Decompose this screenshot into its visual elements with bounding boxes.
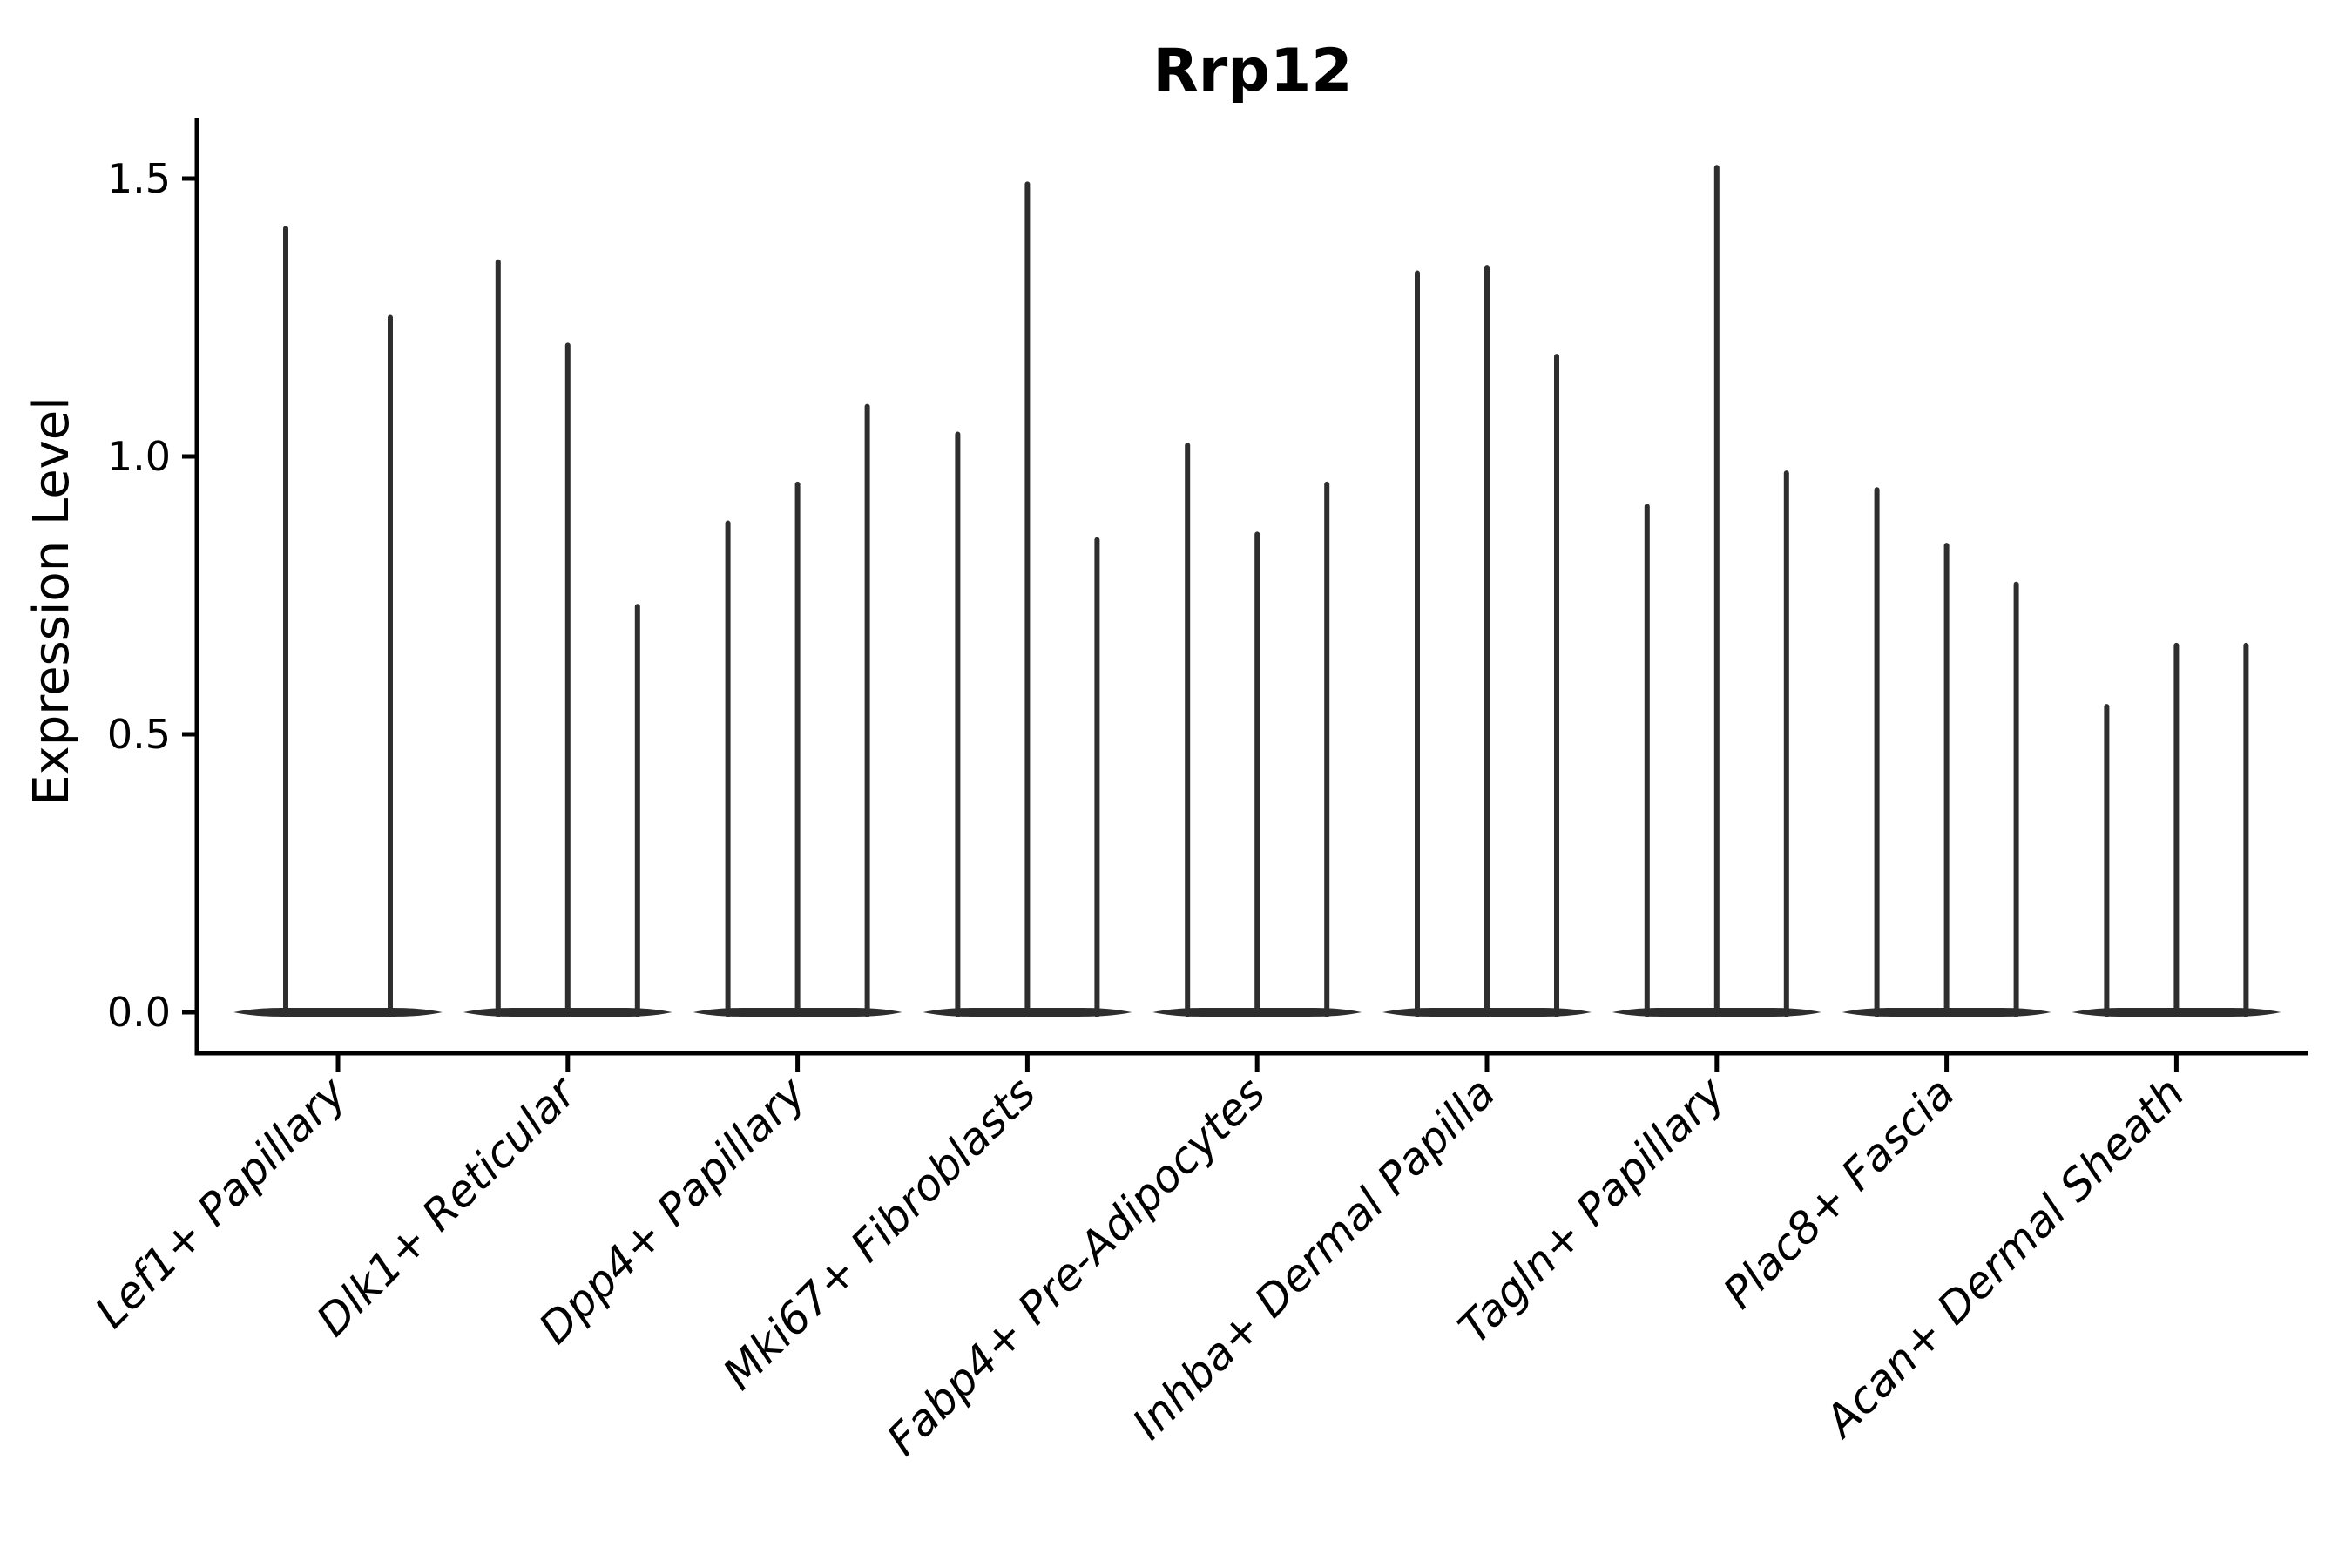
y-axis-label: Expression Level — [24, 396, 80, 806]
y-tick-label: 0.0 — [107, 989, 171, 1036]
x-tick-label: Inhba+ Dermal Papilla — [1123, 1067, 1504, 1449]
x-tick-label: Lef1+ Papillary — [85, 1066, 356, 1337]
x-tick-label: Fabp4+ Pre-Adipocytes — [877, 1067, 1275, 1465]
violins-layer — [233, 165, 2281, 1017]
y-tick-label: 1.0 — [107, 433, 171, 480]
x-tick-label: Plac8+ Fascia — [1713, 1067, 1964, 1318]
chart-title: Rrp12 — [1152, 37, 1352, 105]
y-tick-label: 0.5 — [107, 711, 171, 758]
y-ticks: 0.0 0.5 1.0 1.5 — [107, 155, 197, 1036]
y-tick-label: 1.5 — [107, 155, 171, 202]
violin-base — [233, 1008, 443, 1017]
